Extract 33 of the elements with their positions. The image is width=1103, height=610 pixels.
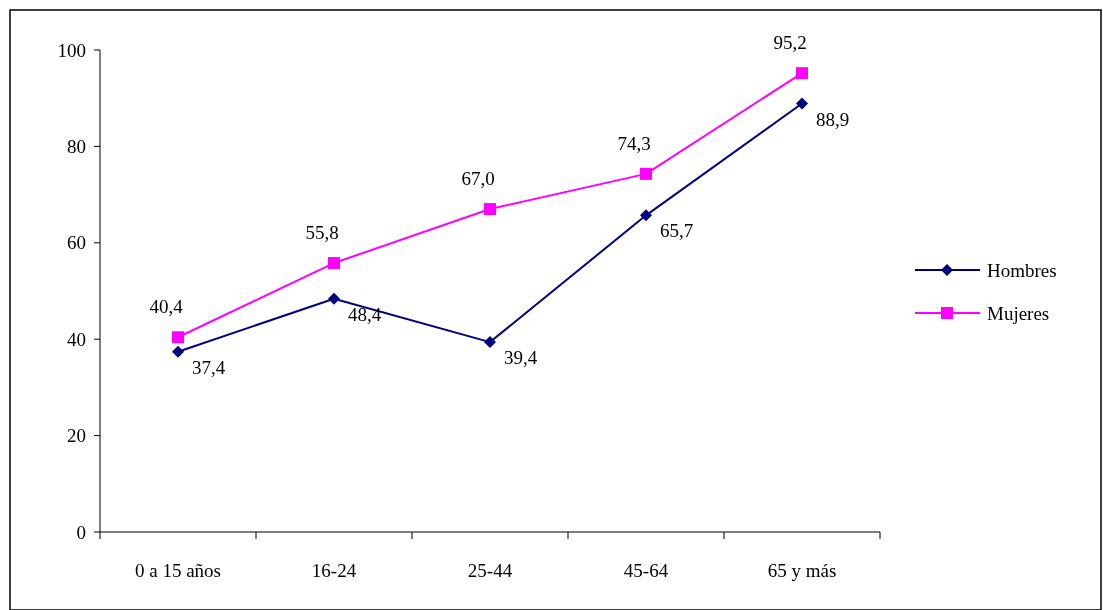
legend-label: Hombres [987,259,1057,281]
point [640,209,652,222]
y-tick-label: 60 [67,232,86,254]
data-label: 39,4 [504,347,538,369]
x-tick-label: 45-64 [623,560,669,581]
point [796,97,808,110]
data-label: 40,4 [149,296,184,318]
point [484,203,496,216]
point [172,331,184,344]
y-tick-label: 20 [67,425,86,447]
point [640,167,652,180]
point [328,257,340,270]
x-tick-label: 65 y más [767,560,837,581]
y-tick-label: 100 [57,39,86,61]
y-tick-label: 80 [67,136,86,158]
data-label: 67,0 [461,168,495,190]
point [796,67,808,80]
x-tick-label: 25-44 [467,560,513,581]
y-tick-label: 40 [67,328,86,350]
y-tick-label: 0 [76,521,86,543]
data-label: 65,7 [660,220,694,242]
point [328,292,340,305]
legend-label: Mujeres [987,302,1050,324]
data-label: 37,4 [192,356,226,378]
data-label: 74,3 [617,132,651,154]
x-tick-label: 16-24 [311,560,357,581]
point [484,336,496,349]
data-label: 48,4 [348,303,382,325]
data-label: 95,2 [773,32,807,54]
data-label: 55,8 [305,222,339,244]
x-tick-label: 0 a 15 años [134,560,222,581]
point [172,345,184,358]
data-label: 88,9 [816,108,850,130]
